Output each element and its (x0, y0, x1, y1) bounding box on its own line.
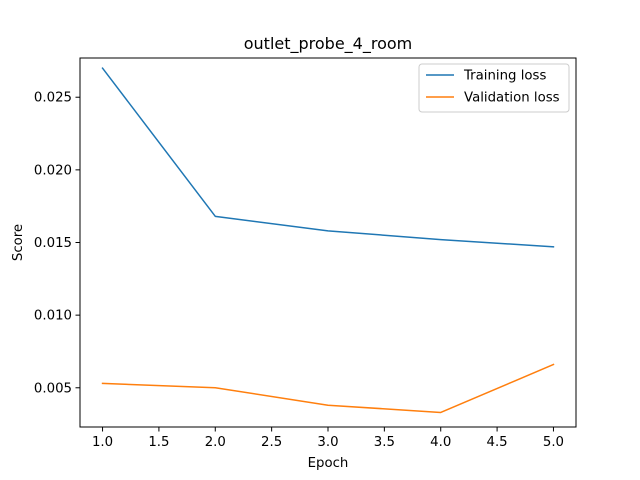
series-line-validation-loss (101, 363, 555, 414)
y-tick-label: 0.015 (34, 236, 72, 251)
x-tick-label: 4.5 (487, 435, 508, 450)
x-tick-label: 2.5 (261, 435, 282, 450)
y-tick-label: 0.005 (34, 381, 72, 396)
x-tick-label: 4.0 (430, 435, 451, 450)
y-axis: 0.005 0.010 0.015 0.020 0.025 (34, 91, 80, 396)
series-line-training-loss (101, 67, 555, 248)
legend: Training loss Validation loss (418, 63, 570, 113)
legend-label: Training loss (463, 69, 546, 84)
x-tick-label: 1.0 (92, 435, 113, 450)
y-tick-label: 0.020 (34, 163, 72, 178)
y-tick-label: 0.025 (34, 91, 72, 106)
x-tick-label: 2.0 (205, 435, 226, 450)
x-axis: 1.0 1.5 2.0 2.5 3.0 3.5 4.0 4.5 5.0 (92, 427, 564, 450)
plot-lines (101, 67, 555, 414)
x-tick-label: 3.5 (374, 435, 395, 450)
chart-title: outlet_probe_4_room (244, 34, 413, 54)
legend-box (418, 63, 570, 113)
x-tick-label: 5.0 (543, 435, 564, 450)
x-tick-label: 1.5 (148, 435, 169, 450)
y-tick-label: 0.010 (34, 309, 72, 324)
legend-label: Validation loss (464, 91, 560, 106)
x-axis-label: Epoch (308, 456, 349, 471)
x-tick-label: 3.0 (317, 435, 338, 450)
y-axis-label: Score (11, 224, 26, 261)
